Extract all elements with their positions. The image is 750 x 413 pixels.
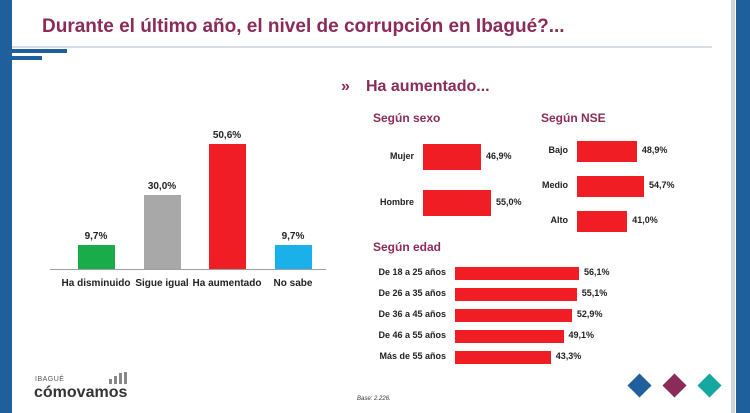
- category-label: Mujer: [389, 151, 414, 161]
- category-label: De 26 a 35 años: [378, 288, 446, 298]
- category-label: Bajo: [548, 145, 568, 155]
- horizontal-bar: [455, 266, 579, 280]
- base-note: Base: 2.226.: [357, 396, 391, 402]
- horizontal-bar: [577, 140, 637, 162]
- horizontal-bar: [455, 350, 551, 364]
- horizontal-bar: [423, 190, 491, 216]
- horizontal-bar-value: 49,1%: [568, 330, 595, 340]
- vertical-bar-category: Ha aumentado: [192, 278, 262, 289]
- vertical-bar-category: Sigue igual: [135, 278, 189, 289]
- main-chart-axis: [50, 269, 326, 270]
- diamond-purple-decor: [662, 373, 687, 398]
- vertical-bar: [274, 245, 312, 269]
- vertical-bar-value: 9,7%: [281, 231, 305, 243]
- vertical-bar-value: 50,6%: [212, 130, 242, 141]
- diamond-blue-decor: [627, 373, 652, 398]
- logo-brand-text: cómovamos: [34, 384, 128, 401]
- right-decor-stripe: [736, 0, 750, 413]
- horizontal-bar-value: 41,0%: [632, 215, 658, 225]
- section-title-edad: Según edad: [373, 240, 442, 254]
- category-label: Más de 55 años: [379, 351, 446, 361]
- section-title-nse: Según NSE: [541, 111, 606, 125]
- horizontal-bar: [423, 144, 481, 170]
- accent-line-bottom: [12, 56, 42, 60]
- horizontal-bar: [455, 308, 572, 322]
- vertical-bar: [77, 245, 115, 269]
- logo-bars-icon: [109, 372, 127, 384]
- horizontal-bar-value: 56,1%: [584, 267, 610, 277]
- accent-line-top: [12, 49, 67, 53]
- diamond-teal-decor: [697, 373, 722, 398]
- horizontal-bar: [577, 175, 644, 197]
- slide-title: Durante el último año, el nivel de corru…: [42, 16, 565, 37]
- horizontal-bar: [577, 210, 628, 232]
- vertical-bar: [143, 194, 181, 269]
- vertical-bar-category: No sabe: [273, 278, 313, 289]
- category-label: De 36 a 45 años: [378, 309, 446, 319]
- title-underline: [12, 46, 712, 48]
- horizontal-bar-value: 43,3%: [555, 351, 582, 361]
- vertical-bar-value: 9,7%: [84, 231, 108, 243]
- section-title-sexo: Según sexo: [373, 111, 441, 125]
- vertical-bar: [208, 144, 246, 269]
- logo-city-text: IBAGUÉ: [35, 376, 65, 383]
- horizontal-bar: [455, 329, 564, 343]
- category-label: Medio: [542, 180, 568, 190]
- horizontal-bar-value: 52,9%: [576, 309, 603, 319]
- category-label: De 18 a 25 años: [378, 267, 446, 277]
- category-label: De 46 a 55 años: [378, 330, 446, 340]
- horizontal-bar-value: 54,7%: [649, 180, 675, 190]
- left-decor-stripe: [0, 0, 12, 413]
- category-label: Alto: [550, 215, 569, 225]
- horizontal-bar-value: 48,9%: [641, 145, 668, 155]
- horizontal-bar-value: 46,9%: [485, 151, 512, 161]
- vertical-bar-value: 30,0%: [147, 180, 177, 192]
- category-label: Hombre: [379, 197, 414, 207]
- horizontal-bar: [455, 287, 577, 301]
- horizontal-bar-value: 55,1%: [581, 288, 608, 298]
- panel-title: Ha aumentado...: [366, 78, 490, 95]
- vertical-bar-category: Ha disminuido: [61, 278, 131, 289]
- double-chevron-icon: »: [341, 78, 350, 95]
- horizontal-bar-value: 55,0%: [496, 197, 522, 207]
- right-decor-stripe-inner: [731, 0, 735, 413]
